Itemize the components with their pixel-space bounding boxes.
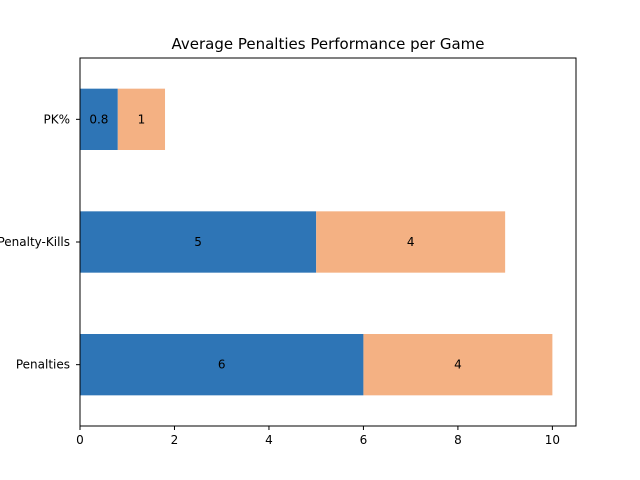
y-tick-label: Penalty-Kills xyxy=(0,235,70,249)
y-tick-label: Penalties xyxy=(16,358,70,372)
data-label: 4 xyxy=(454,358,462,372)
x-tick-label: 10 xyxy=(545,433,560,447)
chart-title: Average Penalties Performance per Game xyxy=(172,35,485,53)
axis-ticks-layer: Penalties Penalty-Kills PK% 0 2 4 6 8 10 xyxy=(0,112,560,447)
data-label: 5 xyxy=(194,235,202,249)
plot-frame xyxy=(79,57,577,427)
data-label: 4 xyxy=(407,235,415,249)
bar-pk--series-2 xyxy=(117,88,166,150)
x-tick-label: 8 xyxy=(454,433,462,447)
data-label: 1 xyxy=(138,112,146,126)
bar-penalty-kills-series-2 xyxy=(316,211,506,273)
x-tick-label: 4 xyxy=(265,433,273,447)
bar-pk--series-1 xyxy=(80,88,118,150)
x-tick-label: 0 xyxy=(76,433,84,447)
bar-penalties-series-2 xyxy=(363,334,553,396)
data-labels-layer: 6 4 5 4 0.8 1 xyxy=(89,112,461,371)
bars-layer xyxy=(80,88,553,396)
bar-penalties-series-1 xyxy=(80,334,364,396)
data-label: 0.8 xyxy=(89,112,108,126)
x-tick-label: 2 xyxy=(171,433,179,447)
data-label: 6 xyxy=(218,358,226,372)
x-tick-label: 6 xyxy=(360,433,368,447)
y-tick-label: PK% xyxy=(43,112,70,126)
bar-penalty-kills-series-1 xyxy=(80,211,317,273)
